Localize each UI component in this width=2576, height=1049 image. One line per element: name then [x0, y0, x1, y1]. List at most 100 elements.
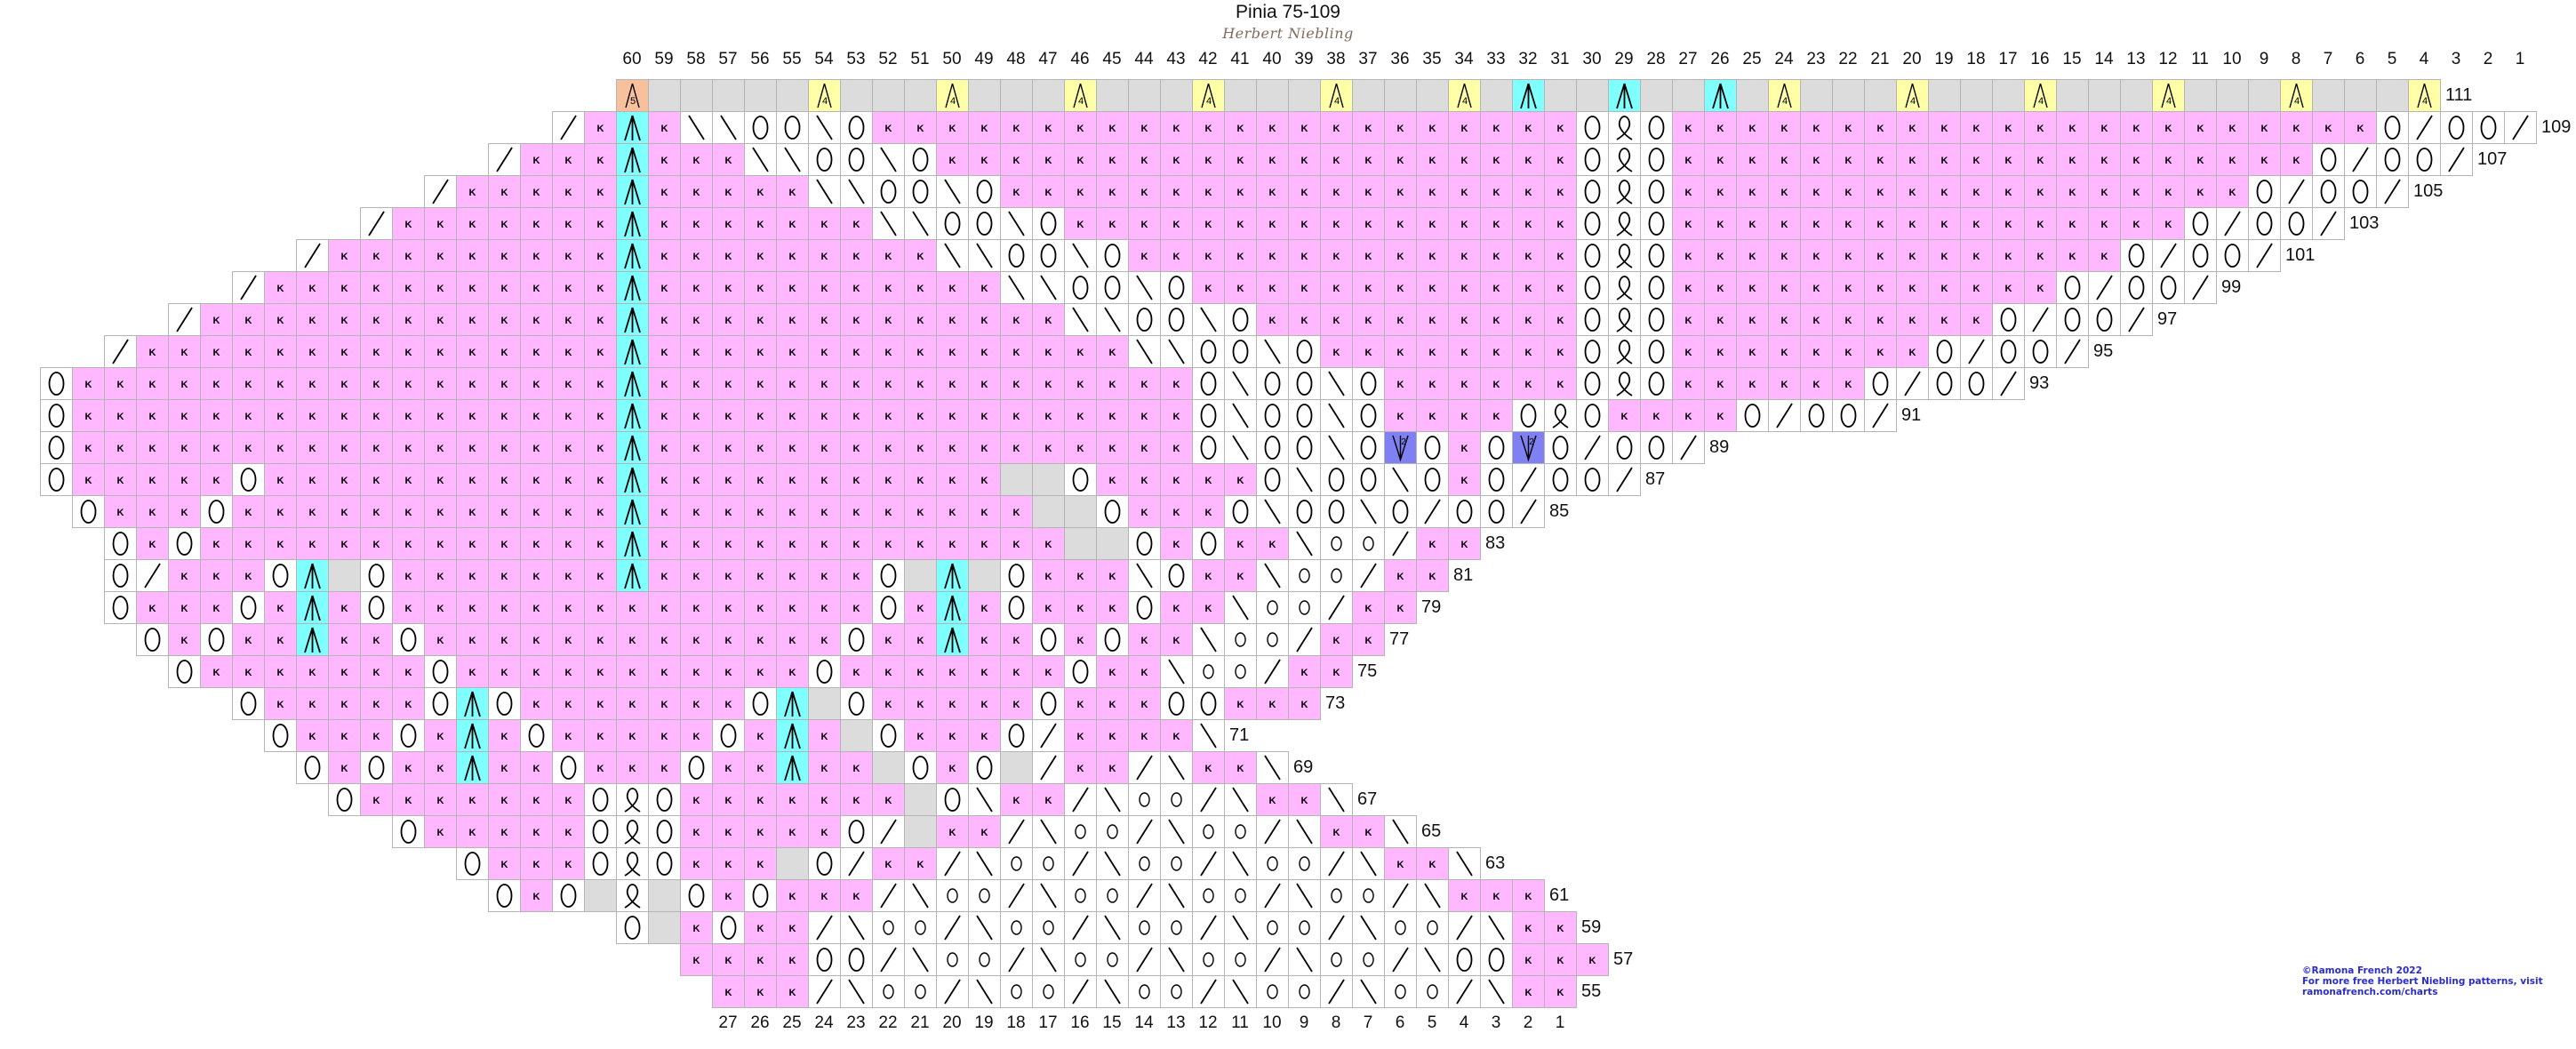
knit-cell: K — [1320, 207, 1353, 240]
right-decrease-cell — [488, 143, 521, 176]
svg-text:K: K — [501, 444, 508, 454]
yarn-over-icon — [816, 148, 833, 172]
knit-cell: K — [680, 143, 713, 176]
knit-cell: K — [1320, 623, 1353, 656]
svg-text:K: K — [277, 316, 284, 326]
yarn-over-icon — [496, 884, 513, 908]
knit-cell: K — [1544, 143, 1577, 176]
knit-cell: K — [1896, 143, 1929, 176]
no-stitch-cell — [1288, 79, 1321, 112]
left-decrease-icon — [784, 147, 801, 172]
knit-cell: K — [1000, 175, 1033, 208]
knit-icon: K — [341, 508, 348, 518]
svg-text:K: K — [1301, 124, 1308, 134]
row-number-label: 101 — [2285, 245, 2316, 265]
right-decrease-cell — [1768, 399, 1801, 432]
right-decrease-cell — [2184, 271, 2217, 304]
knit-cell: K — [296, 399, 329, 432]
knit-cell: K — [968, 143, 1001, 176]
left-decrease-icon — [1296, 883, 1313, 909]
svg-text:K: K — [1429, 316, 1436, 326]
right-decrease-cell — [1352, 559, 1385, 592]
svg-text:K: K — [501, 764, 508, 774]
knit-icon: K — [1237, 124, 1244, 134]
svg-text:K: K — [1845, 380, 1852, 390]
no-stitch-cell — [1384, 79, 1417, 112]
knit-icon: K — [757, 508, 764, 518]
knit-icon: K — [1525, 252, 1532, 262]
left-decrease-icon — [944, 179, 961, 204]
double-decrease-cell — [616, 463, 649, 496]
column-number: 31 — [1550, 50, 1570, 68]
knit-cell: K — [616, 751, 649, 784]
knit-icon: K — [1333, 124, 1340, 134]
knit-icon: K — [181, 604, 188, 614]
svg-text:K: K — [2005, 220, 2012, 230]
yarn-over-icon — [1648, 212, 1665, 236]
knit-icon: K — [917, 508, 924, 518]
knit-icon: K — [1557, 956, 1564, 966]
knit-icon: K — [1525, 988, 1532, 998]
knit-cell: K — [1096, 431, 1129, 464]
double-decrease-icon — [784, 755, 801, 781]
knit-cell: K — [1288, 143, 1321, 176]
svg-text:K: K — [85, 412, 92, 422]
knit-cell: K — [808, 207, 841, 240]
knit-icon: K — [1429, 316, 1436, 326]
knit-icon: K — [1557, 124, 1564, 134]
knit-icon: K — [949, 732, 956, 742]
small-yarn-over-cell — [968, 879, 1001, 912]
knit-cell: K — [392, 527, 425, 560]
knit-icon: K — [1429, 220, 1436, 230]
small-yarn-over-icon — [1267, 632, 1278, 647]
knit-icon: K — [693, 796, 700, 806]
svg-text:2: 2 — [1401, 437, 1406, 447]
knit-cell: K — [584, 751, 617, 784]
knit-cell: K — [264, 431, 297, 464]
svg-text:K: K — [693, 316, 700, 326]
knit-cell: K — [808, 463, 841, 496]
knit-icon: K — [533, 668, 540, 678]
knit-cell: K — [1416, 303, 1449, 336]
svg-text:K: K — [1557, 924, 1564, 934]
knit-cell: K — [1160, 111, 1193, 144]
knit-icon: K — [1525, 220, 1532, 230]
svg-text:K: K — [725, 220, 732, 230]
svg-text:K: K — [501, 380, 508, 390]
knit-cell: K — [936, 751, 969, 784]
knit-icon: K — [469, 828, 476, 838]
double-decrease-cell — [616, 431, 649, 464]
knit-cell: K — [584, 239, 617, 272]
knit-icon: K — [885, 380, 892, 390]
svg-text:5: 5 — [630, 96, 636, 107]
knit-cell: K — [1096, 687, 1129, 720]
svg-text:K: K — [1877, 156, 1884, 166]
column-number: 46 — [1070, 50, 1090, 68]
svg-text:K: K — [373, 796, 380, 806]
left-decrease-cell — [1256, 495, 1289, 528]
knit-cell: K — [648, 367, 681, 400]
svg-text:K: K — [1205, 220, 1212, 230]
knit-cell: K — [456, 783, 489, 816]
svg-text:K: K — [437, 316, 444, 326]
yarn-over-icon — [1584, 212, 1601, 236]
right-decrease-icon — [944, 851, 961, 877]
knit-icon: K — [1077, 636, 1084, 646]
small-yarn-over-icon — [1299, 568, 1310, 583]
right-decrease-cell — [1128, 879, 1161, 912]
knit-cell: K — [136, 399, 169, 432]
knit-icon: K — [1717, 188, 1724, 198]
knit-cell: K — [328, 655, 361, 688]
knit-icon: K — [597, 412, 604, 422]
knit-cell: K — [328, 591, 361, 624]
knit-icon: K — [917, 636, 924, 646]
knit-icon: K — [277, 380, 284, 390]
knit-icon: K — [245, 540, 252, 550]
knit-cell: K — [1480, 239, 1513, 272]
left-decrease-cell — [840, 975, 873, 1008]
row-number-label: 67 — [1357, 789, 1378, 809]
knit-icon: K — [437, 540, 444, 550]
svg-text:K: K — [1173, 604, 1180, 614]
knit-icon: K — [597, 284, 604, 294]
knit-cell: K — [360, 303, 393, 336]
